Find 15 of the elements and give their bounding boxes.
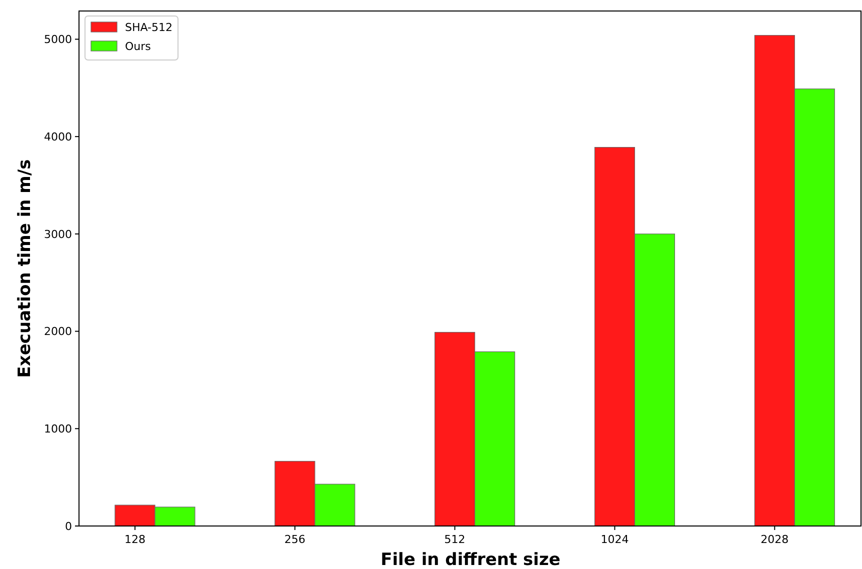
y-tick-label: 2000: [44, 325, 72, 338]
x-tick-label: 512: [444, 533, 466, 546]
y-tick-label: 5000: [44, 33, 72, 46]
legend-label: SHA-512: [125, 20, 173, 34]
legend-label: Ours: [125, 40, 152, 53]
x-tick-label: 1024: [600, 533, 629, 546]
x-tick-label: 128: [124, 533, 146, 546]
x-tick-label: 256: [284, 533, 306, 546]
y-tick-label: 1000: [44, 422, 72, 436]
x-axis-title: File in diffrent size: [380, 550, 560, 569]
y-tick-label: 4000: [44, 130, 72, 144]
x-tick-label: 2028: [760, 533, 789, 546]
y-tick-label: 0: [65, 520, 72, 533]
y-tick-label: 3000: [44, 228, 72, 241]
y-axis-title: Execuation time in m/s: [15, 159, 35, 378]
